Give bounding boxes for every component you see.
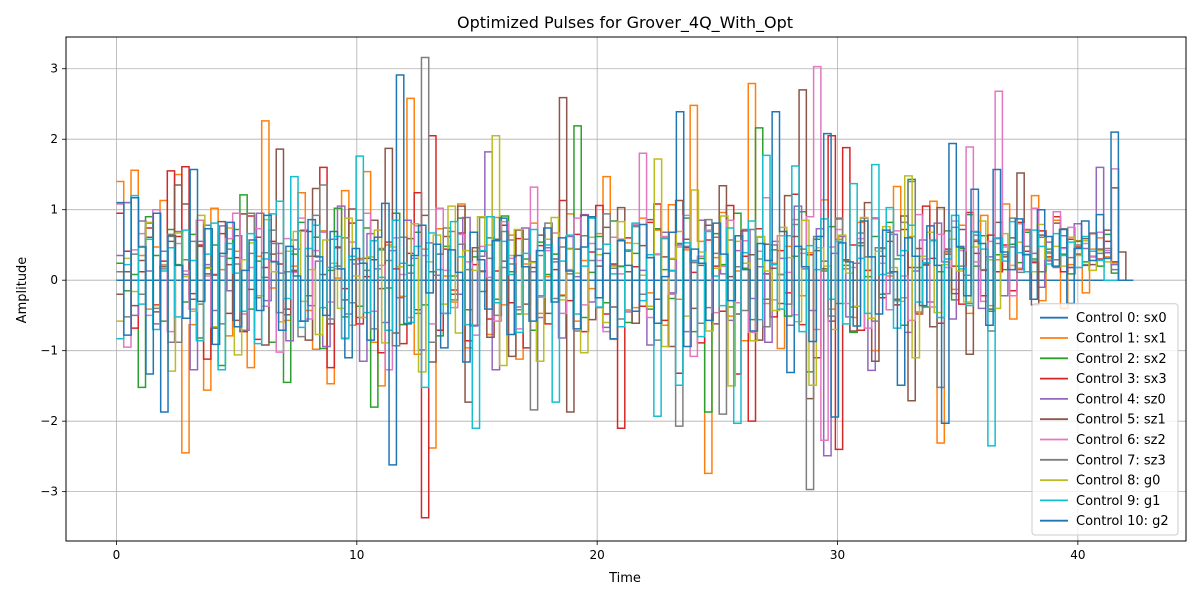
legend-label: Control 5: sz1 (1076, 413, 1166, 428)
x-tick-label: 30 (830, 548, 845, 562)
series-line-control-10 (116, 74, 1134, 466)
legend-label: Control 9: g1 (1076, 494, 1160, 509)
axes-frame (65, 36, 1187, 542)
y-axis-label: Amplitude (15, 257, 30, 324)
y-tick-label: 2 (50, 132, 58, 146)
legend: Control 0: sx0 Control 1: sx1 Control 2: s… (1031, 303, 1179, 536)
series-layer (116, 56, 1134, 519)
legend-label: Control 10: g2 (1076, 514, 1169, 529)
legend-box (1031, 303, 1179, 536)
chart-title: Optimized Pulses for Grover_4Q_With_Opt (457, 13, 793, 33)
ticks: 0 10 20 30 40 −3 −2 −1 0 1 2 3 (40, 62, 1085, 562)
legend-label: Control 2: sx2 (1076, 352, 1167, 367)
y-tick-label: −2 (40, 414, 58, 428)
legend-label: Control 3: sx3 (1076, 372, 1167, 387)
y-tick-label: 3 (50, 62, 58, 76)
y-tick-label: −3 (40, 485, 58, 499)
y-tick-label: −1 (40, 344, 58, 358)
legend-label: Control 7: sz3 (1076, 453, 1166, 468)
x-tick-label: 10 (349, 548, 364, 562)
x-tick-label: 40 (1070, 548, 1085, 562)
legend-label: Control 4: sz0 (1076, 392, 1166, 407)
legend-label: Control 8: g0 (1076, 474, 1160, 489)
legend-label: Control 1: sx1 (1076, 332, 1167, 347)
x-tick-label: 0 (113, 548, 121, 562)
y-tick-label: 0 (50, 273, 58, 287)
x-tick-label: 20 (590, 548, 605, 562)
legend-label: Control 6: sz2 (1076, 433, 1166, 448)
legend-label: Control 0: sx0 (1076, 311, 1167, 326)
y-tick-label: 1 (50, 203, 58, 217)
x-axis-label: Time (608, 571, 641, 586)
